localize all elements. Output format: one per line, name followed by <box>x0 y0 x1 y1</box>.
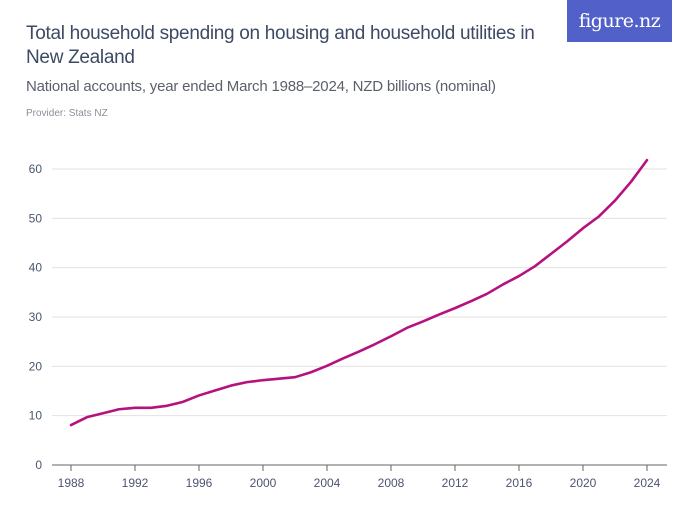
y-tick-label: 30 <box>29 310 43 324</box>
provider-label: Provider: Stats NZ <box>26 108 108 119</box>
x-tick-label: 2024 <box>634 476 661 490</box>
x-tick-label: 2020 <box>570 476 597 490</box>
y-tick-label: 10 <box>29 409 43 423</box>
y-tick-label: 20 <box>29 359 43 373</box>
data-line <box>69 158 649 427</box>
chart-title: Total household spending on housing and … <box>26 23 535 68</box>
chart-subtitle: National accounts, year ended March 1988… <box>26 78 496 95</box>
y-tick-label: 0 <box>35 458 42 472</box>
y-tick-label: 60 <box>29 162 43 176</box>
x-tick-label: 1988 <box>58 476 85 490</box>
y-tick-label: 50 <box>29 211 43 225</box>
x-tick-label: 2016 <box>506 476 533 490</box>
x-tick-label: 2008 <box>378 476 405 490</box>
x-tick-label: 2004 <box>314 476 341 490</box>
x-tick-label: 2012 <box>442 476 469 490</box>
figure-nz-logo[interactable]: figure.nz <box>567 0 672 42</box>
x-tick-label: 1996 <box>186 476 213 490</box>
y-tick-label: 40 <box>29 261 43 275</box>
x-tick-label: 1992 <box>122 476 149 490</box>
x-tick-label: 2000 <box>250 476 277 490</box>
